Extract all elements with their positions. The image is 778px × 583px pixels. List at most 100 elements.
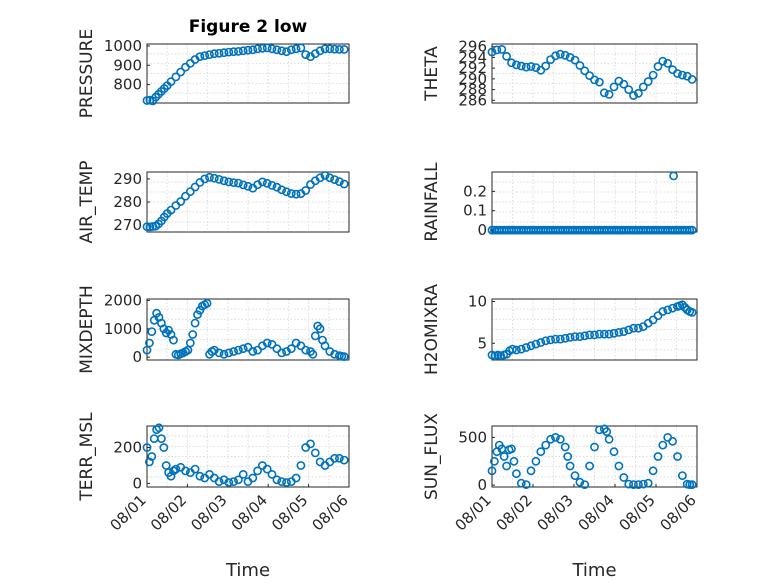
- data-point: [320, 341, 330, 351]
- data-point: [526, 466, 536, 476]
- data-point: [224, 348, 234, 358]
- data-point: [286, 189, 296, 198]
- subplot-rainfall: 00.1 0.2 RAINFALL: [422, 162, 698, 242]
- x-tick-label: 08/02: [493, 491, 536, 534]
- data-point: [604, 434, 614, 444]
- data-point: [233, 345, 243, 355]
- data-point: [214, 174, 224, 184]
- data-point: [248, 347, 258, 356]
- x-tick-label: 08/03: [187, 491, 230, 534]
- subplot-mixdepth: 0 1000 2000 MIXDEPTH: [77, 285, 350, 374]
- data-point: [555, 49, 565, 59]
- data-point: [580, 331, 590, 341]
- data-point: [653, 62, 663, 71]
- data-point: [509, 456, 519, 466]
- y-tick-label: 270: [113, 216, 142, 234]
- data-point: [502, 51, 511, 61]
- data-point: [166, 205, 176, 215]
- data-point: [619, 327, 629, 336]
- data-point: [585, 330, 594, 340]
- data-point: [286, 344, 296, 354]
- data-point: [521, 343, 531, 352]
- data-point: [176, 67, 186, 77]
- x-tick-label: 08/05: [616, 491, 659, 534]
- data-point: [190, 464, 200, 474]
- data-point: [262, 338, 272, 348]
- data-point: [678, 471, 687, 480]
- data-point: [634, 480, 643, 489]
- data-point: [489, 456, 499, 466]
- axes-border: [146, 171, 350, 233]
- data-point: [214, 348, 224, 358]
- data-point: [570, 471, 580, 480]
- data-point: [619, 473, 629, 482]
- data-point: [565, 332, 575, 342]
- y-tick-label: 292: [458, 59, 487, 77]
- data-point: [487, 47, 497, 57]
- y-tick-label: 0.1: [463, 202, 487, 220]
- data-point: [585, 71, 594, 80]
- data-point: [590, 330, 599, 340]
- data-point: [339, 352, 349, 361]
- data-point: [638, 479, 648, 489]
- data-point: [205, 50, 214, 59]
- data-point: [531, 339, 541, 349]
- data-point: [678, 300, 687, 310]
- y-tick-label: 0: [477, 221, 487, 239]
- data-point: [570, 55, 580, 65]
- data-point: [634, 323, 643, 333]
- data-point: [320, 44, 330, 54]
- data-point: [565, 461, 575, 471]
- data-point: [658, 440, 668, 450]
- data-point: [536, 65, 546, 75]
- x-tick-label: 08/02: [147, 491, 190, 534]
- data-point: [229, 477, 238, 486]
- data-point: [668, 303, 677, 313]
- y-tick-label: 1000: [104, 37, 142, 55]
- data-point: [634, 88, 643, 98]
- axes-border: [491, 298, 698, 361]
- data-point: [604, 329, 614, 339]
- data-point: [673, 452, 682, 461]
- y-tick-label: 0: [477, 476, 487, 494]
- data-point: [507, 58, 516, 68]
- data-point: [286, 45, 296, 55]
- data-point: [330, 175, 339, 184]
- data-point: [306, 439, 315, 449]
- data-point: [156, 434, 166, 443]
- data-point: [219, 48, 229, 58]
- data-point: [233, 47, 243, 56]
- data-point: [282, 478, 291, 487]
- data-point: [142, 222, 152, 232]
- data-point: [648, 466, 658, 476]
- x-tick-label: 08/03: [534, 491, 577, 534]
- data-point: [267, 469, 277, 479]
- data-point: [512, 60, 521, 70]
- data-point: [512, 469, 521, 479]
- x-tick-label: 08/04: [575, 491, 618, 534]
- y-tick-label: 900: [113, 56, 142, 74]
- data-point: [200, 174, 210, 184]
- data-point: [334, 45, 344, 54]
- data-point: [580, 480, 590, 489]
- data-point: [320, 171, 330, 180]
- data-point: [653, 452, 663, 461]
- data-point: [238, 180, 248, 190]
- data-point: [687, 225, 697, 235]
- y-tick-label: 286: [458, 91, 487, 109]
- data-point: [602, 427, 612, 437]
- y-tick-label: 0: [132, 474, 142, 492]
- data-point: [590, 75, 599, 85]
- data-point: [296, 43, 306, 53]
- data-point: [555, 434, 565, 444]
- data-point: [599, 329, 609, 339]
- data-point: [516, 478, 526, 488]
- data-point: [546, 434, 555, 444]
- y-tick-label: 294: [458, 48, 487, 66]
- y-tick-label: 290: [458, 70, 487, 88]
- data-point: [154, 423, 164, 433]
- data-point: [219, 176, 229, 186]
- data-point: [257, 177, 267, 187]
